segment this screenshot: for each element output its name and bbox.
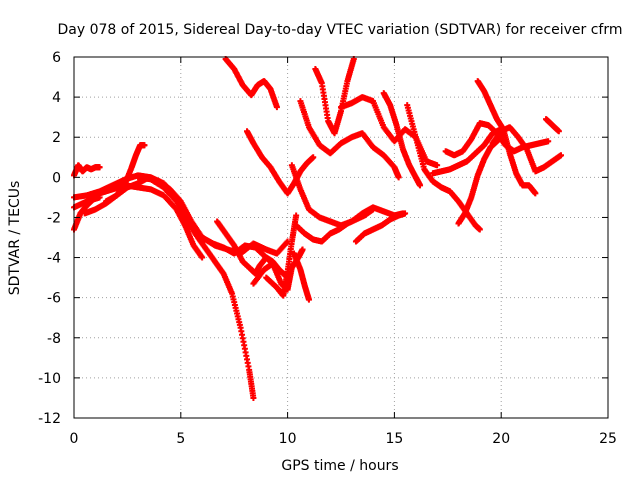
- data-point: [417, 182, 424, 189]
- data-point: [402, 210, 409, 217]
- data-point: [476, 226, 483, 233]
- series-track-11: [291, 250, 312, 303]
- y-tick-label: -10: [38, 371, 61, 387]
- series-track-21: [404, 102, 483, 233]
- y-tick-label: -12: [38, 411, 61, 427]
- series-track-22: [429, 126, 505, 177]
- data-point: [199, 254, 206, 261]
- y-axis-title: SDTVAR / TECUs: [7, 181, 23, 296]
- series-layer: [71, 56, 565, 401]
- ticks: 0 5 10 15 20 25 -12 -10 -8 -6 -4 -2 0 2 4 6: [38, 50, 617, 447]
- y-tick-label: -8: [47, 331, 61, 347]
- data-point: [250, 394, 257, 401]
- data-point: [310, 154, 317, 161]
- data-point: [434, 162, 441, 169]
- y-tick-label: 0: [52, 170, 61, 186]
- y-tick-label: 6: [52, 50, 61, 66]
- y-tick-label: 4: [52, 90, 61, 106]
- series-track-10: [263, 212, 300, 299]
- x-tick-label: 5: [176, 431, 185, 447]
- series-track-26: [489, 124, 565, 175]
- x-tick-label: 10: [279, 431, 297, 447]
- series-track-12: [222, 56, 280, 111]
- data-point: [96, 164, 103, 171]
- series-track-7: [135, 174, 291, 257]
- plot-frame: [73, 56, 609, 419]
- data-point: [305, 296, 312, 303]
- data-point: [558, 152, 565, 159]
- chart-title: Day 078 of 2015, Sidereal Day-to-day VTE…: [58, 22, 623, 38]
- data-point: [395, 174, 402, 181]
- series-track-16: [312, 56, 357, 137]
- data-point: [555, 128, 562, 135]
- x-tick-label: 15: [385, 431, 403, 447]
- series-track-15: [293, 206, 377, 245]
- series-track-27: [543, 116, 562, 135]
- data-point: [545, 138, 552, 145]
- series-track-20: [380, 90, 424, 189]
- data-point: [532, 190, 539, 197]
- series-track-19: [352, 210, 409, 245]
- y-tick-label: -2: [47, 210, 61, 226]
- x-tick-label: 20: [492, 431, 510, 447]
- y-tick-label: -4: [47, 251, 61, 267]
- data-point: [273, 104, 280, 111]
- data-point: [299, 246, 306, 253]
- series-track-17: [297, 98, 402, 181]
- series-track-2: [71, 162, 103, 179]
- y-tick-label: 2: [52, 130, 61, 146]
- y-tick-label: -6: [47, 291, 61, 307]
- x-tick-label: 25: [599, 431, 617, 447]
- data-point: [370, 206, 377, 213]
- data-point: [293, 212, 300, 219]
- data-point: [141, 142, 148, 149]
- series-track-25: [474, 78, 539, 197]
- series-track-13: [244, 128, 317, 197]
- x-axis-title: GPS time / hours: [281, 458, 398, 474]
- x-tick-label: 0: [70, 431, 79, 447]
